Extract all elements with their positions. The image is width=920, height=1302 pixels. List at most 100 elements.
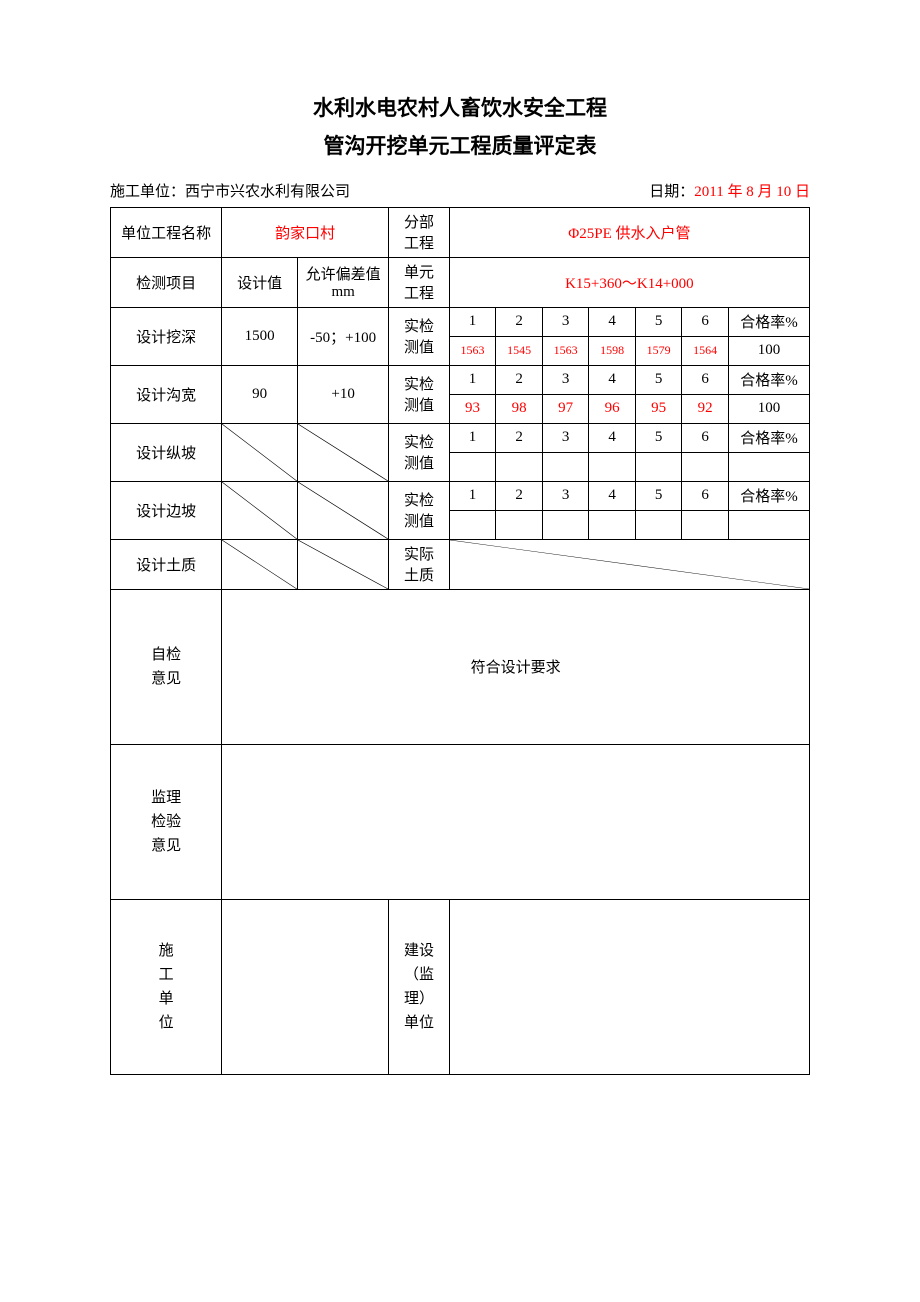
cell-item-label: 检测项目 <box>111 257 222 307</box>
width-design: 90 <box>222 365 298 423</box>
width-tol: +10 <box>298 365 389 423</box>
cell-design-label: 设计值 <box>222 257 298 307</box>
slope-design-empty <box>222 423 298 481</box>
width-h4: 4 <box>589 365 636 394</box>
evaluation-table: 单位工程名称 韵家口村 分部 工程 Φ25PE 供水入户管 检测项目 设计值 允… <box>110 207 810 1075</box>
build-supervise-sign <box>449 899 809 1074</box>
depth-v4: 1598 <box>589 336 636 365</box>
depth-design: 1500 <box>222 307 298 365</box>
depth-h3: 3 <box>542 307 589 336</box>
supervisor-content <box>222 744 810 899</box>
depth-v2: 1545 <box>496 336 543 365</box>
width-h5: 5 <box>635 365 682 394</box>
supervisor-label: 监理 检验 意见 <box>111 744 222 899</box>
slope-h4: 4 <box>589 423 636 452</box>
depth-measure: 实检 测值 <box>389 307 450 365</box>
date-label: 日期： <box>649 184 694 200</box>
self-check-content: 符合设计要求 <box>222 589 810 744</box>
slope-v1 <box>449 452 496 481</box>
depth-v6: 1564 <box>682 336 729 365</box>
cell-unitproj-value: K15+360～K14+000 <box>449 257 809 307</box>
soil-measure: 实际 土质 <box>389 539 450 589</box>
cell-division-value: Φ25PE 供水入户管 <box>449 207 809 257</box>
cell-division-label: 分部 工程 <box>389 207 450 257</box>
side-v1 <box>449 510 496 539</box>
slope-h2: 2 <box>496 423 543 452</box>
slope-v5 <box>635 452 682 481</box>
cell-tolerance-label: 允许偏差值 mm <box>298 257 389 307</box>
side-h4: 4 <box>589 481 636 510</box>
side-h3: 3 <box>542 481 589 510</box>
cell-unit-label: 单位工程名称 <box>111 207 222 257</box>
depth-v7: 100 <box>728 336 809 365</box>
slope-v6 <box>682 452 729 481</box>
org-label: 施工单位： <box>110 184 185 200</box>
soil-actual-empty <box>449 539 809 589</box>
width-h6: 6 <box>682 365 729 394</box>
side-measure: 实检 测值 <box>389 481 450 539</box>
width-v2: 98 <box>496 394 543 423</box>
depth-v5: 1579 <box>635 336 682 365</box>
soil-design-empty <box>222 539 298 589</box>
slope-h3: 3 <box>542 423 589 452</box>
cell-unit-value: 韵家口村 <box>222 207 389 257</box>
side-v6 <box>682 510 729 539</box>
build-supervise-label: 建设 （监理） 单位 <box>389 899 450 1074</box>
side-v4 <box>589 510 636 539</box>
side-v7 <box>728 510 809 539</box>
side-v3 <box>542 510 589 539</box>
slope-h5: 5 <box>635 423 682 452</box>
depth-h5: 5 <box>635 307 682 336</box>
slope-v7 <box>728 452 809 481</box>
side-h5: 5 <box>635 481 682 510</box>
side-tol-empty <box>298 481 389 539</box>
construction-unit-label: 施 工 单 位 <box>111 899 222 1074</box>
width-v3: 97 <box>542 394 589 423</box>
side-v5 <box>635 510 682 539</box>
depth-tol: -50；+100 <box>298 307 389 365</box>
cell-unitproj-label: 单元 工程 <box>389 257 450 307</box>
date-value: 2011 年 8 月 10 日 <box>694 184 810 200</box>
width-h3: 3 <box>542 365 589 394</box>
width-h2: 2 <box>496 365 543 394</box>
width-h1: 1 <box>449 365 496 394</box>
depth-label: 设计挖深 <box>111 307 222 365</box>
slope-v3 <box>542 452 589 481</box>
slope-h6: 6 <box>682 423 729 452</box>
width-measure: 实检 测值 <box>389 365 450 423</box>
meta-row: 施工单位：西宁市兴农水利有限公司 日期：2011 年 8 月 10 日 <box>110 180 810 201</box>
construction-unit-sign <box>222 899 389 1074</box>
self-check-label: 自检 意见 <box>111 589 222 744</box>
side-h6: 6 <box>682 481 729 510</box>
depth-h6: 6 <box>682 307 729 336</box>
width-v1: 93 <box>449 394 496 423</box>
side-h2: 2 <box>496 481 543 510</box>
side-v2 <box>496 510 543 539</box>
width-label: 设计沟宽 <box>111 365 222 423</box>
width-h7: 合格率% <box>728 365 809 394</box>
slope-v2 <box>496 452 543 481</box>
depth-h4: 4 <box>589 307 636 336</box>
soil-tol-empty <box>298 539 389 589</box>
width-v5: 95 <box>635 394 682 423</box>
org-value: 西宁市兴农水利有限公司 <box>185 184 350 200</box>
depth-h7: 合格率% <box>728 307 809 336</box>
depth-v3: 1563 <box>542 336 589 365</box>
slope-h7: 合格率% <box>728 423 809 452</box>
side-h1: 1 <box>449 481 496 510</box>
title-2: 管沟开挖单元工程质量评定表 <box>110 128 810 166</box>
slope-v4 <box>589 452 636 481</box>
width-v4: 96 <box>589 394 636 423</box>
side-label: 设计边坡 <box>111 481 222 539</box>
width-v6: 92 <box>682 394 729 423</box>
side-design-empty <box>222 481 298 539</box>
title-1: 水利水电农村人畜饮水安全工程 <box>110 90 810 128</box>
depth-h2: 2 <box>496 307 543 336</box>
slope-tol-empty <box>298 423 389 481</box>
depth-v1: 1563 <box>449 336 496 365</box>
depth-h1: 1 <box>449 307 496 336</box>
width-v7: 100 <box>728 394 809 423</box>
soil-label: 设计土质 <box>111 539 222 589</box>
slope-measure: 实检 测值 <box>389 423 450 481</box>
slope-h1: 1 <box>449 423 496 452</box>
